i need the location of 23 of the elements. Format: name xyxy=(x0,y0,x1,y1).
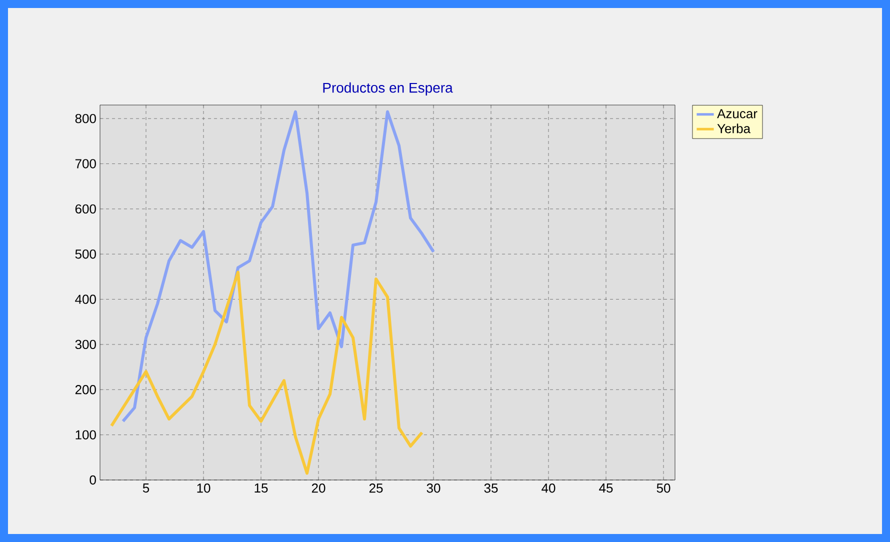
x-tick-label: 15 xyxy=(254,484,268,493)
x-tick-label: 40 xyxy=(542,484,556,493)
x-tick-label: 25 xyxy=(369,484,383,493)
y-tick-label: 700 xyxy=(75,159,96,168)
x-tick-label: 20 xyxy=(312,484,326,493)
legend-label: Azucar xyxy=(717,109,758,118)
y-tick-label: 200 xyxy=(75,385,96,394)
x-tick-label: 50 xyxy=(656,484,670,493)
legend-label: Yerba xyxy=(717,124,751,134)
x-tick-label: 45 xyxy=(599,484,613,493)
chart-title: Productos en Espera xyxy=(323,82,453,96)
y-tick-label: 400 xyxy=(75,294,96,304)
y-tick-label: 800 xyxy=(75,114,96,124)
x-tick-label: 35 xyxy=(484,484,498,493)
y-tick-label: 600 xyxy=(75,204,96,214)
x-tick-label: 10 xyxy=(197,484,210,493)
x-tick-label: 30 xyxy=(426,484,440,493)
y-tick-label: 100 xyxy=(76,430,96,440)
y-tick-label: 300 xyxy=(75,340,96,350)
line-series xyxy=(122,110,436,423)
x-tick-label: 5 xyxy=(142,484,150,493)
y-tick-label: 0 xyxy=(90,475,96,485)
y-tick-label: 500 xyxy=(75,249,96,259)
